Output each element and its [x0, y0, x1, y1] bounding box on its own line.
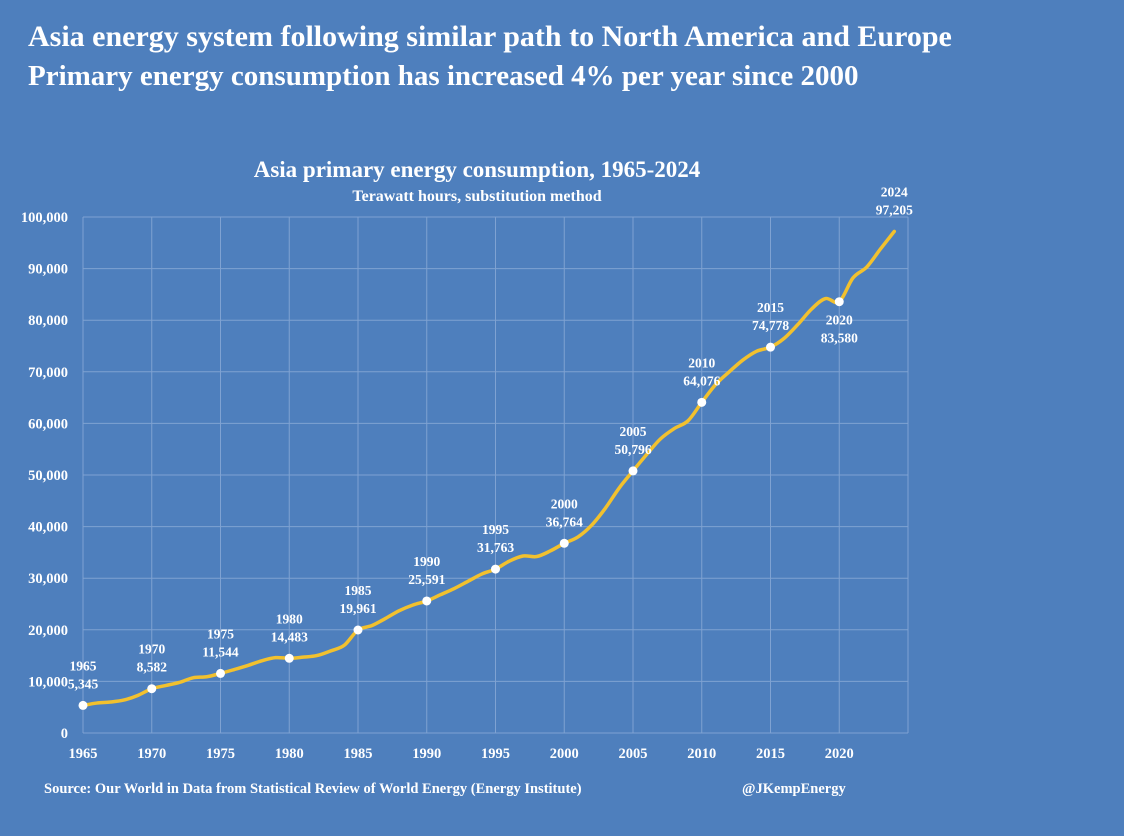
- y-tick-label: 100,000: [21, 210, 68, 226]
- y-axis: 0 10,000 20,000 30,000 40,000 50,000 60,000 70,…: [21, 210, 68, 742]
- data-label-year: 1980: [276, 611, 303, 626]
- data-point-marker: [697, 397, 707, 407]
- data-label-year: 1995: [482, 522, 509, 537]
- x-tick-label: 2005: [619, 746, 648, 762]
- x-tick-label: 1975: [206, 746, 235, 762]
- data-label-value: 64,076: [683, 373, 720, 388]
- data-label-year: 1975: [207, 626, 234, 641]
- data-point-marker: [78, 700, 88, 710]
- data-point-marker: [491, 564, 500, 574]
- data-point-marker: [834, 297, 844, 307]
- data-label-value: 5,345: [68, 676, 99, 691]
- x-axis: 1965 1970 1975 1980 1985 1990 1995 2000 2005 2010…: [69, 746, 854, 762]
- y-tick-label: 70,000: [28, 365, 68, 381]
- x-tick-label: 2000: [550, 746, 579, 762]
- data-label-year: 1965: [70, 658, 97, 673]
- data-point-marker: [284, 653, 294, 663]
- data-label-year: 1990: [413, 554, 440, 569]
- x-tick-label: 1965: [69, 746, 98, 762]
- y-tick-label: 60,000: [28, 416, 68, 432]
- x-tick-label: 2020: [825, 746, 854, 762]
- y-tick-label: 80,000: [28, 313, 68, 329]
- y-tick-label: 40,000: [28, 520, 68, 536]
- data-point-marker: [216, 668, 225, 678]
- data-label-year: 1985: [345, 583, 372, 598]
- data-label-value: 19,961: [339, 601, 376, 616]
- data-label-value: 14,483: [271, 629, 308, 644]
- data-label-year: 2015: [757, 300, 784, 315]
- data-point-marker: [628, 466, 638, 476]
- x-tick-label: 1985: [344, 746, 373, 762]
- x-tick-label: 2015: [756, 746, 785, 762]
- y-tick-label: 90,000: [28, 262, 68, 278]
- source-note: Source: Our World in Data from Statistic…: [44, 781, 582, 797]
- data-label-value: 31,763: [477, 540, 514, 555]
- data-point-marker: [766, 342, 775, 352]
- data-label-year: 2020: [826, 313, 853, 328]
- x-tick-label: 1970: [137, 746, 166, 762]
- data-point-marker: [422, 596, 432, 606]
- data-point-marker: [559, 538, 569, 548]
- x-tick-label: 1990: [412, 746, 441, 762]
- x-tick-label: 1995: [481, 746, 510, 762]
- data-label-year: 2010: [688, 355, 715, 370]
- data-label-value: 50,796: [614, 442, 651, 457]
- chart-subtitle: Terawatt hours, substitution method: [352, 188, 601, 205]
- data-label-year: 2000: [551, 496, 578, 511]
- x-tick-label: 1980: [275, 746, 304, 762]
- chart-title: Asia primary energy consumption, 1965-20…: [254, 157, 701, 182]
- data-label-value: 11,544: [202, 644, 239, 659]
- y-tick-label: 30,000: [28, 571, 68, 587]
- data-label-year: 2024: [881, 184, 908, 199]
- gridlines: [82, 216, 909, 734]
- data-label-value: 25,591: [408, 572, 445, 587]
- data-point-marker: [353, 625, 363, 635]
- data-label-value: 97,205: [876, 202, 913, 217]
- headline: Asia energy system following similar pat…: [28, 20, 952, 53]
- plot-area: 1965 5,345 1970 8,582 1975 11,544 1980 14,483 19…: [68, 184, 913, 710]
- author-handle: @JKempEnergy: [742, 781, 846, 797]
- data-label-year: 1970: [138, 642, 165, 657]
- y-tick-label: 50,000: [28, 468, 68, 484]
- x-tick-label: 2010: [687, 746, 716, 762]
- y-tick-label: 0: [61, 726, 68, 742]
- data-label-value: 83,580: [821, 331, 858, 346]
- data-label-value: 74,778: [752, 318, 789, 333]
- y-tick-label: 20,000: [28, 623, 68, 639]
- subheadline: Primary energy consumption has increased…: [28, 60, 859, 92]
- data-point-marker: [147, 684, 157, 694]
- data-label-value: 36,764: [546, 514, 583, 529]
- data-label-value: 8,582: [137, 660, 168, 675]
- y-tick-label: 10,000: [28, 674, 68, 690]
- data-label-year: 2005: [620, 424, 647, 439]
